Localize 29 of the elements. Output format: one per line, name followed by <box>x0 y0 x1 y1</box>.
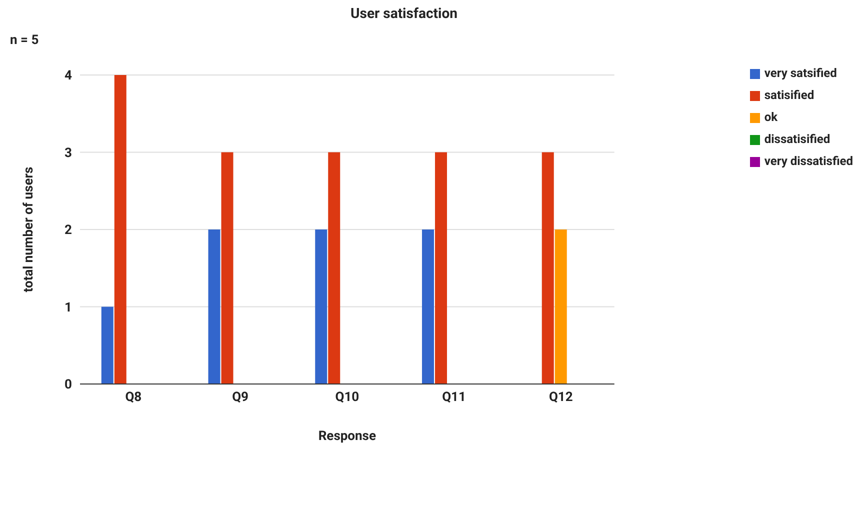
bar <box>554 230 567 384</box>
x-tick-label: Q9 <box>232 390 249 406</box>
bar <box>434 152 447 384</box>
bar <box>101 306 114 384</box>
y-tick-label: 4 <box>64 68 73 84</box>
x-tick-label: Q11 <box>442 390 466 406</box>
x-tick-label: Q12 <box>548 390 573 406</box>
y-tick-label: 1 <box>64 300 72 316</box>
legend-label: very dissatisfied <box>764 154 853 168</box>
x-axis-title: Response <box>318 429 376 444</box>
legend-label: very satsified <box>764 66 837 80</box>
legend-label: dissatisified <box>764 132 830 146</box>
bar <box>315 230 328 384</box>
y-tick-label: 2 <box>64 223 72 238</box>
bar <box>114 75 126 384</box>
x-tick-label: Q8 <box>125 390 142 406</box>
bar <box>328 152 340 384</box>
y-tick-label: 0 <box>64 378 72 393</box>
y-axis-title: total number of users <box>22 166 37 292</box>
bar <box>221 152 234 384</box>
x-tick-label: Q10 <box>335 390 360 406</box>
y-tick-label: 3 <box>64 146 72 161</box>
legend-label: satisified <box>764 88 814 102</box>
bar <box>542 152 554 384</box>
bar <box>422 230 434 384</box>
chart-title: User satisfaction <box>350 6 458 22</box>
text: n = 5 <box>10 33 39 48</box>
legend-label: ok <box>764 110 778 124</box>
bar <box>208 230 220 384</box>
